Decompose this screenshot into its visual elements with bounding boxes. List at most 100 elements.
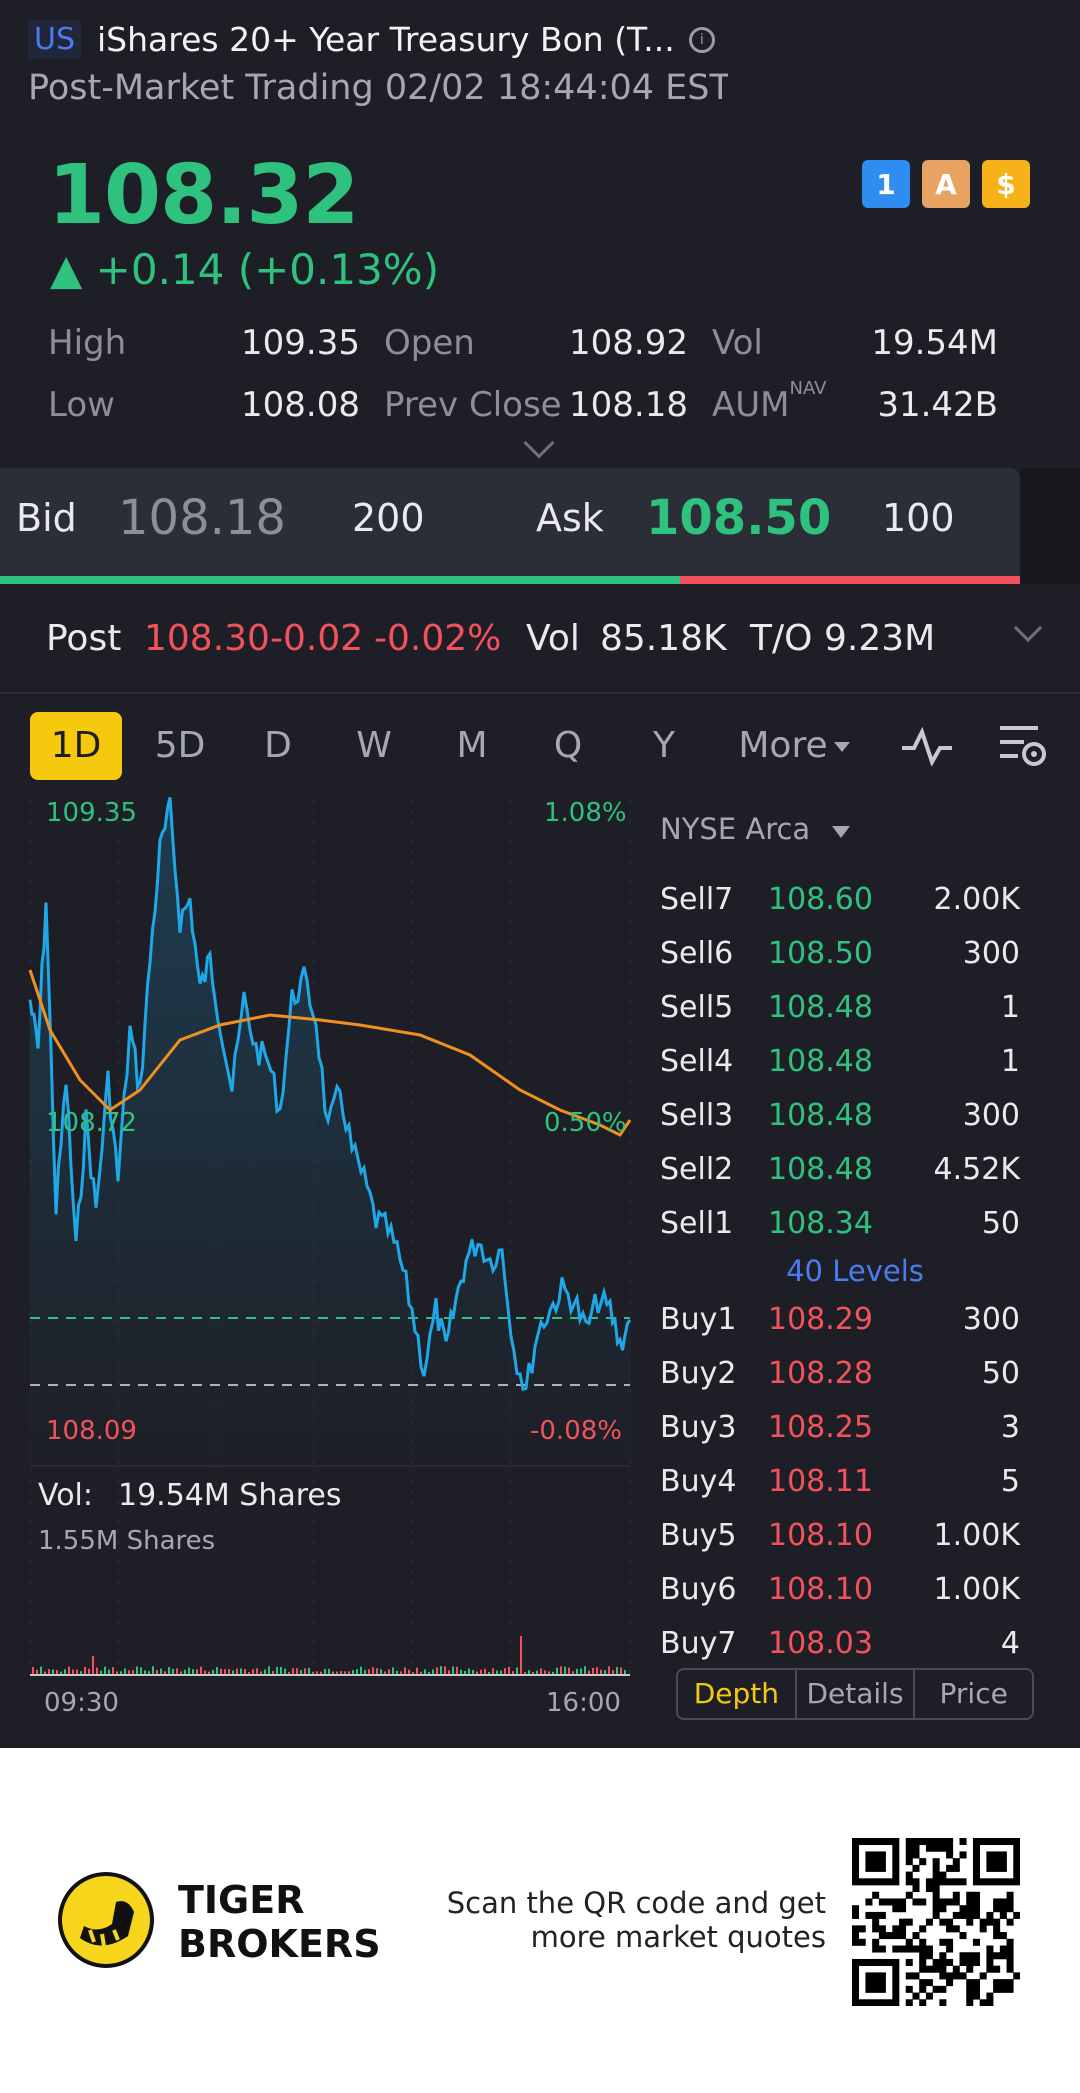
order-row-buy5[interactable]: Buy5 108.10 1.00K [660, 1518, 1020, 1553]
tab-d[interactable]: D [264, 725, 292, 766]
volume-bar [204, 1670, 206, 1674]
order-row-sell3[interactable]: Sell3 108.48 300 [660, 1098, 1020, 1133]
tab-more[interactable]: More [734, 712, 854, 780]
qr-module [966, 1992, 974, 2000]
volume-bar [448, 1670, 450, 1674]
qr-module [925, 1965, 933, 1973]
tab-y[interactable]: Y [653, 725, 675, 766]
order-row-buy7[interactable]: Buy7 108.03 4 [660, 1626, 1020, 1661]
volume-bar [512, 1671, 514, 1674]
nav-superscript: NAV [789, 377, 827, 399]
chart-mid-label: 108.72 [46, 1108, 137, 1138]
qr-module [993, 1965, 1001, 1973]
info-icon[interactable]: i [688, 26, 715, 53]
tab-m[interactable]: M [456, 725, 488, 766]
qr-module [1013, 1972, 1020, 1980]
volume-bar [216, 1667, 218, 1674]
tab-depth[interactable]: Depth [678, 1670, 797, 1718]
volume-bar [348, 1671, 350, 1674]
volume-bar [176, 1668, 178, 1674]
post-to: 9.23M [824, 618, 936, 659]
qr-module [993, 1851, 1001, 1859]
order-row-buy3[interactable]: Buy3 108.25 3 [660, 1410, 1020, 1445]
order-row-sell7[interactable]: Sell7 108.60 2.00K [660, 882, 1020, 917]
qr-module [979, 1972, 987, 1980]
dollar-icon[interactable]: $ [982, 160, 1030, 208]
order-row-sell4[interactable]: Sell4 108.48 1 [660, 1044, 1020, 1079]
qr-module [966, 1958, 974, 1966]
qr-module [966, 1952, 974, 1960]
order-row-buy2[interactable]: Buy2 108.28 50 [660, 1356, 1020, 1391]
indicator-icon[interactable] [900, 726, 954, 766]
post-vol-label: Vol [526, 618, 580, 659]
prev-close-value: 108.18 [569, 385, 688, 425]
tab-5d[interactable]: 5D [154, 725, 206, 766]
qr-module [966, 1891, 974, 1899]
tab-details[interactable]: Details [797, 1670, 916, 1718]
tab-w[interactable]: W [356, 725, 392, 766]
post-market-row[interactable]: Post 108.30 -0.02 -0.02% Vol 85.18K T/O … [0, 592, 1080, 692]
volume-bar [440, 1666, 442, 1674]
tab-price[interactable]: Price [939, 1677, 1008, 1710]
layers-icon[interactable]: A [922, 160, 970, 208]
volume-bar [372, 1667, 374, 1674]
qr-module [946, 1898, 954, 1906]
ask-qty: 100 [882, 496, 955, 540]
lightning-icon[interactable]: 1 [862, 160, 910, 208]
aum-value: 31.42B [877, 385, 998, 425]
qr-module [912, 1851, 920, 1859]
qr-module [972, 1871, 980, 1879]
chart-settings-icon[interactable] [998, 722, 1048, 770]
chart-low-label: 108.09 [46, 1416, 137, 1446]
caret-down-icon[interactable] [832, 826, 850, 838]
volume-bar [612, 1670, 614, 1674]
chart-high-label: 109.35 [46, 798, 137, 828]
order-row-buy4[interactable]: Buy4 108.11 5 [660, 1464, 1020, 1499]
order-row-sell6[interactable]: Sell6 108.50 300 [660, 936, 1020, 971]
qr-module [986, 1864, 994, 1872]
volume-bar [328, 1668, 330, 1674]
order-row-sell5[interactable]: Sell5 108.48 1 [660, 990, 1020, 1025]
order-row-buy1[interactable]: Buy1 108.29 300 [660, 1302, 1020, 1337]
vol-value: 19.54M [871, 323, 998, 363]
qr-module [939, 1972, 947, 1980]
volume-bar [428, 1671, 430, 1674]
qr-module [986, 1858, 994, 1866]
intraday-chart[interactable] [0, 790, 640, 1710]
volume-bar [432, 1669, 434, 1674]
qr-module [993, 1979, 1001, 1987]
qr-module [979, 1878, 987, 1886]
orderbook-tabs: Depth Details Price [676, 1668, 1034, 1720]
qr-module [925, 1878, 933, 1886]
tab-1d[interactable]: 1D [30, 712, 122, 820]
qr-module [1013, 1858, 1020, 1866]
volume-total: 19.54M Shares [118, 1478, 342, 1513]
order-row-buy6[interactable]: Buy6 108.10 1.00K [660, 1572, 1020, 1607]
qr-module [852, 1979, 860, 1987]
qr-module [912, 1878, 920, 1886]
share-footer: TIGER BROKERS Scan the QR code and get m… [0, 1748, 1080, 2093]
volume-bar [320, 1671, 322, 1674]
qr-module [878, 1911, 886, 1919]
volume-bar [412, 1671, 414, 1674]
qr-module [993, 1918, 1001, 1926]
security-title[interactable]: iShares 20+ Year Treasury Bon (T... [97, 20, 675, 59]
volume-bar [192, 1669, 194, 1674]
qr-module [878, 1838, 886, 1846]
qr-module [905, 1851, 913, 1859]
volume-bar [436, 1667, 438, 1674]
order-row-sell1[interactable]: Sell1 108.34 50 [660, 1206, 1020, 1241]
tab-q[interactable]: Q [553, 725, 583, 766]
qr-module [899, 1905, 907, 1913]
qr-module [993, 1985, 1001, 1993]
volume-bar [620, 1667, 622, 1674]
qr-module [932, 1871, 940, 1879]
qr-module [912, 1885, 920, 1893]
exchange-selector[interactable]: NYSE Arca [660, 812, 811, 846]
qr-module [878, 1958, 886, 1966]
qr-module [905, 1972, 913, 1980]
qr-module [972, 1952, 980, 1960]
order-row-sell2[interactable]: Sell2 108.48 4.52K [660, 1152, 1020, 1187]
qr-module [885, 1878, 893, 1886]
levels-link[interactable]: 40 Levels [786, 1254, 924, 1288]
